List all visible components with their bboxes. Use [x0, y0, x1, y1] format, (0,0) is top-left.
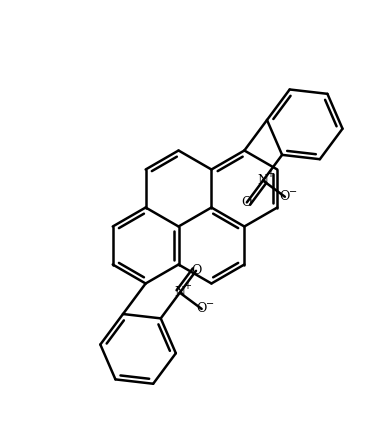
Text: −: − [206, 299, 214, 309]
Text: O: O [280, 190, 290, 203]
Text: O: O [197, 303, 207, 315]
Text: N: N [258, 174, 269, 187]
Text: O: O [191, 264, 201, 277]
Text: O: O [242, 196, 252, 209]
Text: +: + [183, 281, 191, 291]
Text: +: + [266, 168, 274, 179]
Text: −: − [289, 187, 297, 197]
Text: N: N [174, 286, 185, 299]
